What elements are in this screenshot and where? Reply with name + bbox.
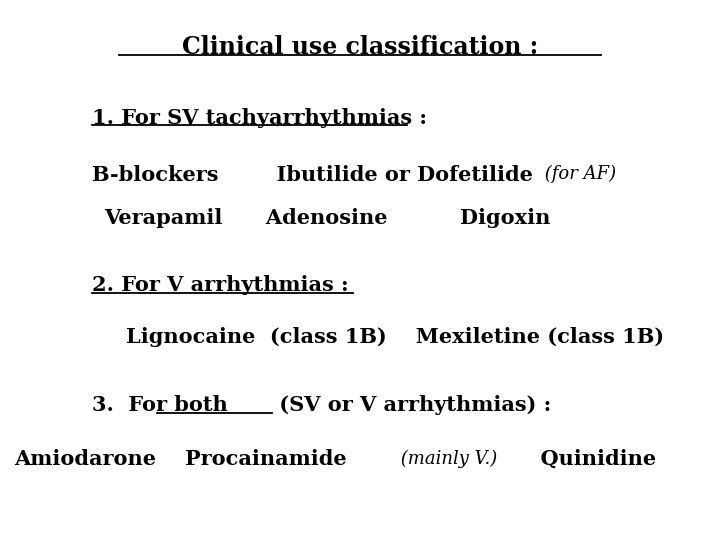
Text: Clinical use classification :: Clinical use classification :: [182, 35, 538, 59]
Text: (mainly V.): (mainly V.): [395, 449, 497, 468]
Text: Amiodarone    Procainamide: Amiodarone Procainamide: [14, 449, 347, 469]
Text: B-blockers        Ibutilide or Dofetilide: B-blockers Ibutilide or Dofetilide: [92, 165, 533, 185]
Text: 1. For SV tachyarrhythmias :: 1. For SV tachyarrhythmias :: [92, 108, 427, 128]
Text: Verapamil      Adenosine          Digoxin: Verapamil Adenosine Digoxin: [104, 208, 551, 228]
Text: Quinidine: Quinidine: [526, 449, 656, 469]
Text: Lignocaine  (class 1B)    Mexiletine (class 1B): Lignocaine (class 1B) Mexiletine (class …: [126, 327, 664, 347]
Text: (SV or V arrhythmias) :: (SV or V arrhythmias) :: [272, 395, 552, 415]
Text: 3.  For both: 3. For both: [92, 395, 228, 415]
Text: 2. For V arrhythmias :: 2. For V arrhythmias :: [92, 275, 348, 295]
Text: (for AF): (for AF): [539, 165, 616, 183]
